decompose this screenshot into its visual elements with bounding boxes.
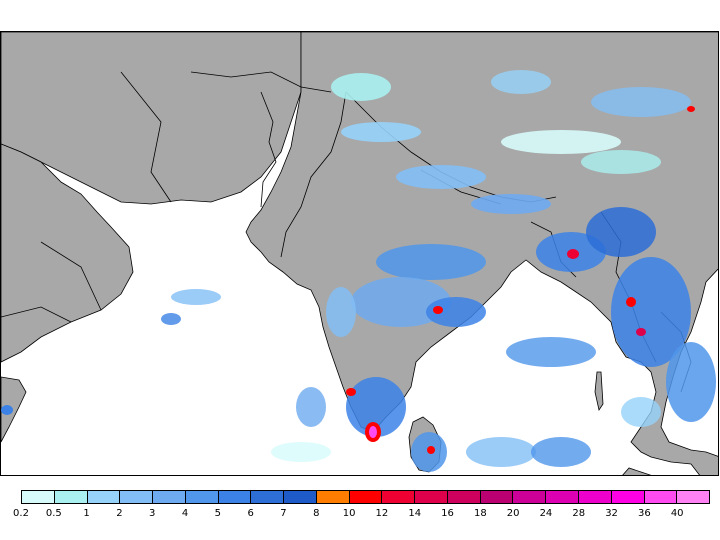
legend-tick-label: 3 (149, 508, 156, 519)
legend-swatch (447, 491, 481, 503)
legend-tick-label: 40 (670, 508, 684, 519)
legend-tick-label: 28 (572, 508, 586, 519)
precip-myanmar-red-2 (636, 328, 646, 336)
border-pakistan-india (280, 91, 347, 258)
border-iran-pakistan (260, 91, 277, 208)
precip-arabian-2 (161, 313, 181, 325)
precip-left-edge (1, 405, 13, 415)
precip-bay-2 (466, 437, 536, 467)
border-afghanistan (190, 71, 332, 93)
legend-swatch (54, 491, 88, 503)
precip-himalaya-2 (396, 165, 486, 189)
legend-color-bar (21, 490, 710, 504)
precip-north-2 (591, 87, 691, 117)
precip-arabian-4 (271, 442, 331, 462)
legend-swatch (22, 491, 55, 503)
precip-east-red (687, 106, 695, 112)
legend-tick-label: 2 (116, 508, 123, 519)
precip-bengal-red (567, 249, 579, 259)
precip-central-india-2 (351, 277, 451, 327)
precip-tibet (501, 130, 621, 154)
legend-tick-label: 6 (247, 508, 254, 519)
precip-south-india (346, 377, 406, 437)
precip-central-india-3 (426, 297, 486, 327)
legend-swatch (284, 491, 317, 503)
precip-myanmar-red-1 (626, 297, 636, 307)
legend-swatch (185, 491, 219, 503)
precip-kerala-magenta (369, 426, 377, 438)
legend-tick-label: 36 (638, 508, 651, 519)
legend-swatch (382, 491, 416, 503)
legend-tick-label: 8 (313, 508, 320, 519)
precipitation-map (0, 31, 719, 476)
legend-tick-label: 0.2 (13, 508, 29, 519)
precip-sri-lanka-red (427, 446, 435, 454)
precip-arabian-3 (296, 387, 326, 427)
legend-tick-label: 12 (375, 508, 389, 519)
legend-tick-label: 20 (506, 508, 520, 519)
legend-swatch (611, 491, 645, 503)
legend-swatch (579, 491, 612, 503)
precip-himalaya-1 (341, 122, 421, 142)
precip-bay-3 (531, 437, 591, 467)
land-horn-of-africa (1, 376, 27, 443)
border-middle-east (120, 71, 172, 203)
precipitation-layer (1, 70, 716, 472)
precip-kashmir (331, 73, 391, 101)
precip-myanmar (611, 257, 691, 367)
precip-bay-4 (621, 397, 661, 427)
legend-swatch (153, 491, 186, 503)
legend-tick-label: 24 (539, 508, 553, 519)
legend-tick-label: 14 (408, 508, 422, 519)
legend-tick-label: 18 (473, 508, 487, 519)
precip-himalaya-3 (471, 194, 551, 214)
legend-swatch (218, 491, 252, 503)
legend-swatch (415, 491, 448, 503)
precip-arabian-1 (171, 289, 221, 305)
precip-central-india-1 (376, 244, 486, 280)
legend-tick-label: 5 (214, 508, 222, 519)
precip-ne-india (586, 207, 656, 257)
legend-swatch (644, 491, 678, 503)
legend-tick-label: 32 (605, 508, 618, 519)
legend-swatch (349, 491, 383, 503)
legend-swatch (546, 491, 580, 503)
legend-tick-label: 16 (441, 508, 454, 519)
legend-swatch (316, 491, 350, 503)
land-sumatra (622, 467, 652, 475)
map-canvas (1, 32, 718, 475)
legend-swatch (87, 491, 121, 503)
border-saudi-oman (40, 241, 102, 311)
border-yemen (1, 306, 72, 323)
legend-tick-label: 10 (342, 508, 356, 519)
legend-tick-label: 0.5 (45, 508, 62, 519)
legend-tick-label: 4 (181, 508, 189, 519)
legend-swatch (677, 491, 710, 503)
legend-swatch (120, 491, 154, 503)
legend-labels: 0.2 0.5 1 2 3 4 5 6 7 8 10 12 14 16 18 20 24 28 32 36 40 (0, 508, 720, 524)
land-andaman (594, 371, 604, 412)
legend-swatch (251, 491, 285, 503)
precip-west-coast (326, 287, 356, 337)
precip-central-red (433, 306, 443, 314)
precip-mysore-red (346, 388, 356, 396)
legend-swatch (513, 491, 547, 503)
precip-thailand (666, 342, 716, 422)
precip-bay-1 (506, 337, 596, 367)
precip-north-3 (581, 150, 661, 174)
legend-tick-label: 7 (280, 508, 287, 519)
precip-north-1 (491, 70, 551, 94)
legend-tick-label: 1 (83, 508, 90, 519)
legend-swatch (480, 491, 514, 503)
